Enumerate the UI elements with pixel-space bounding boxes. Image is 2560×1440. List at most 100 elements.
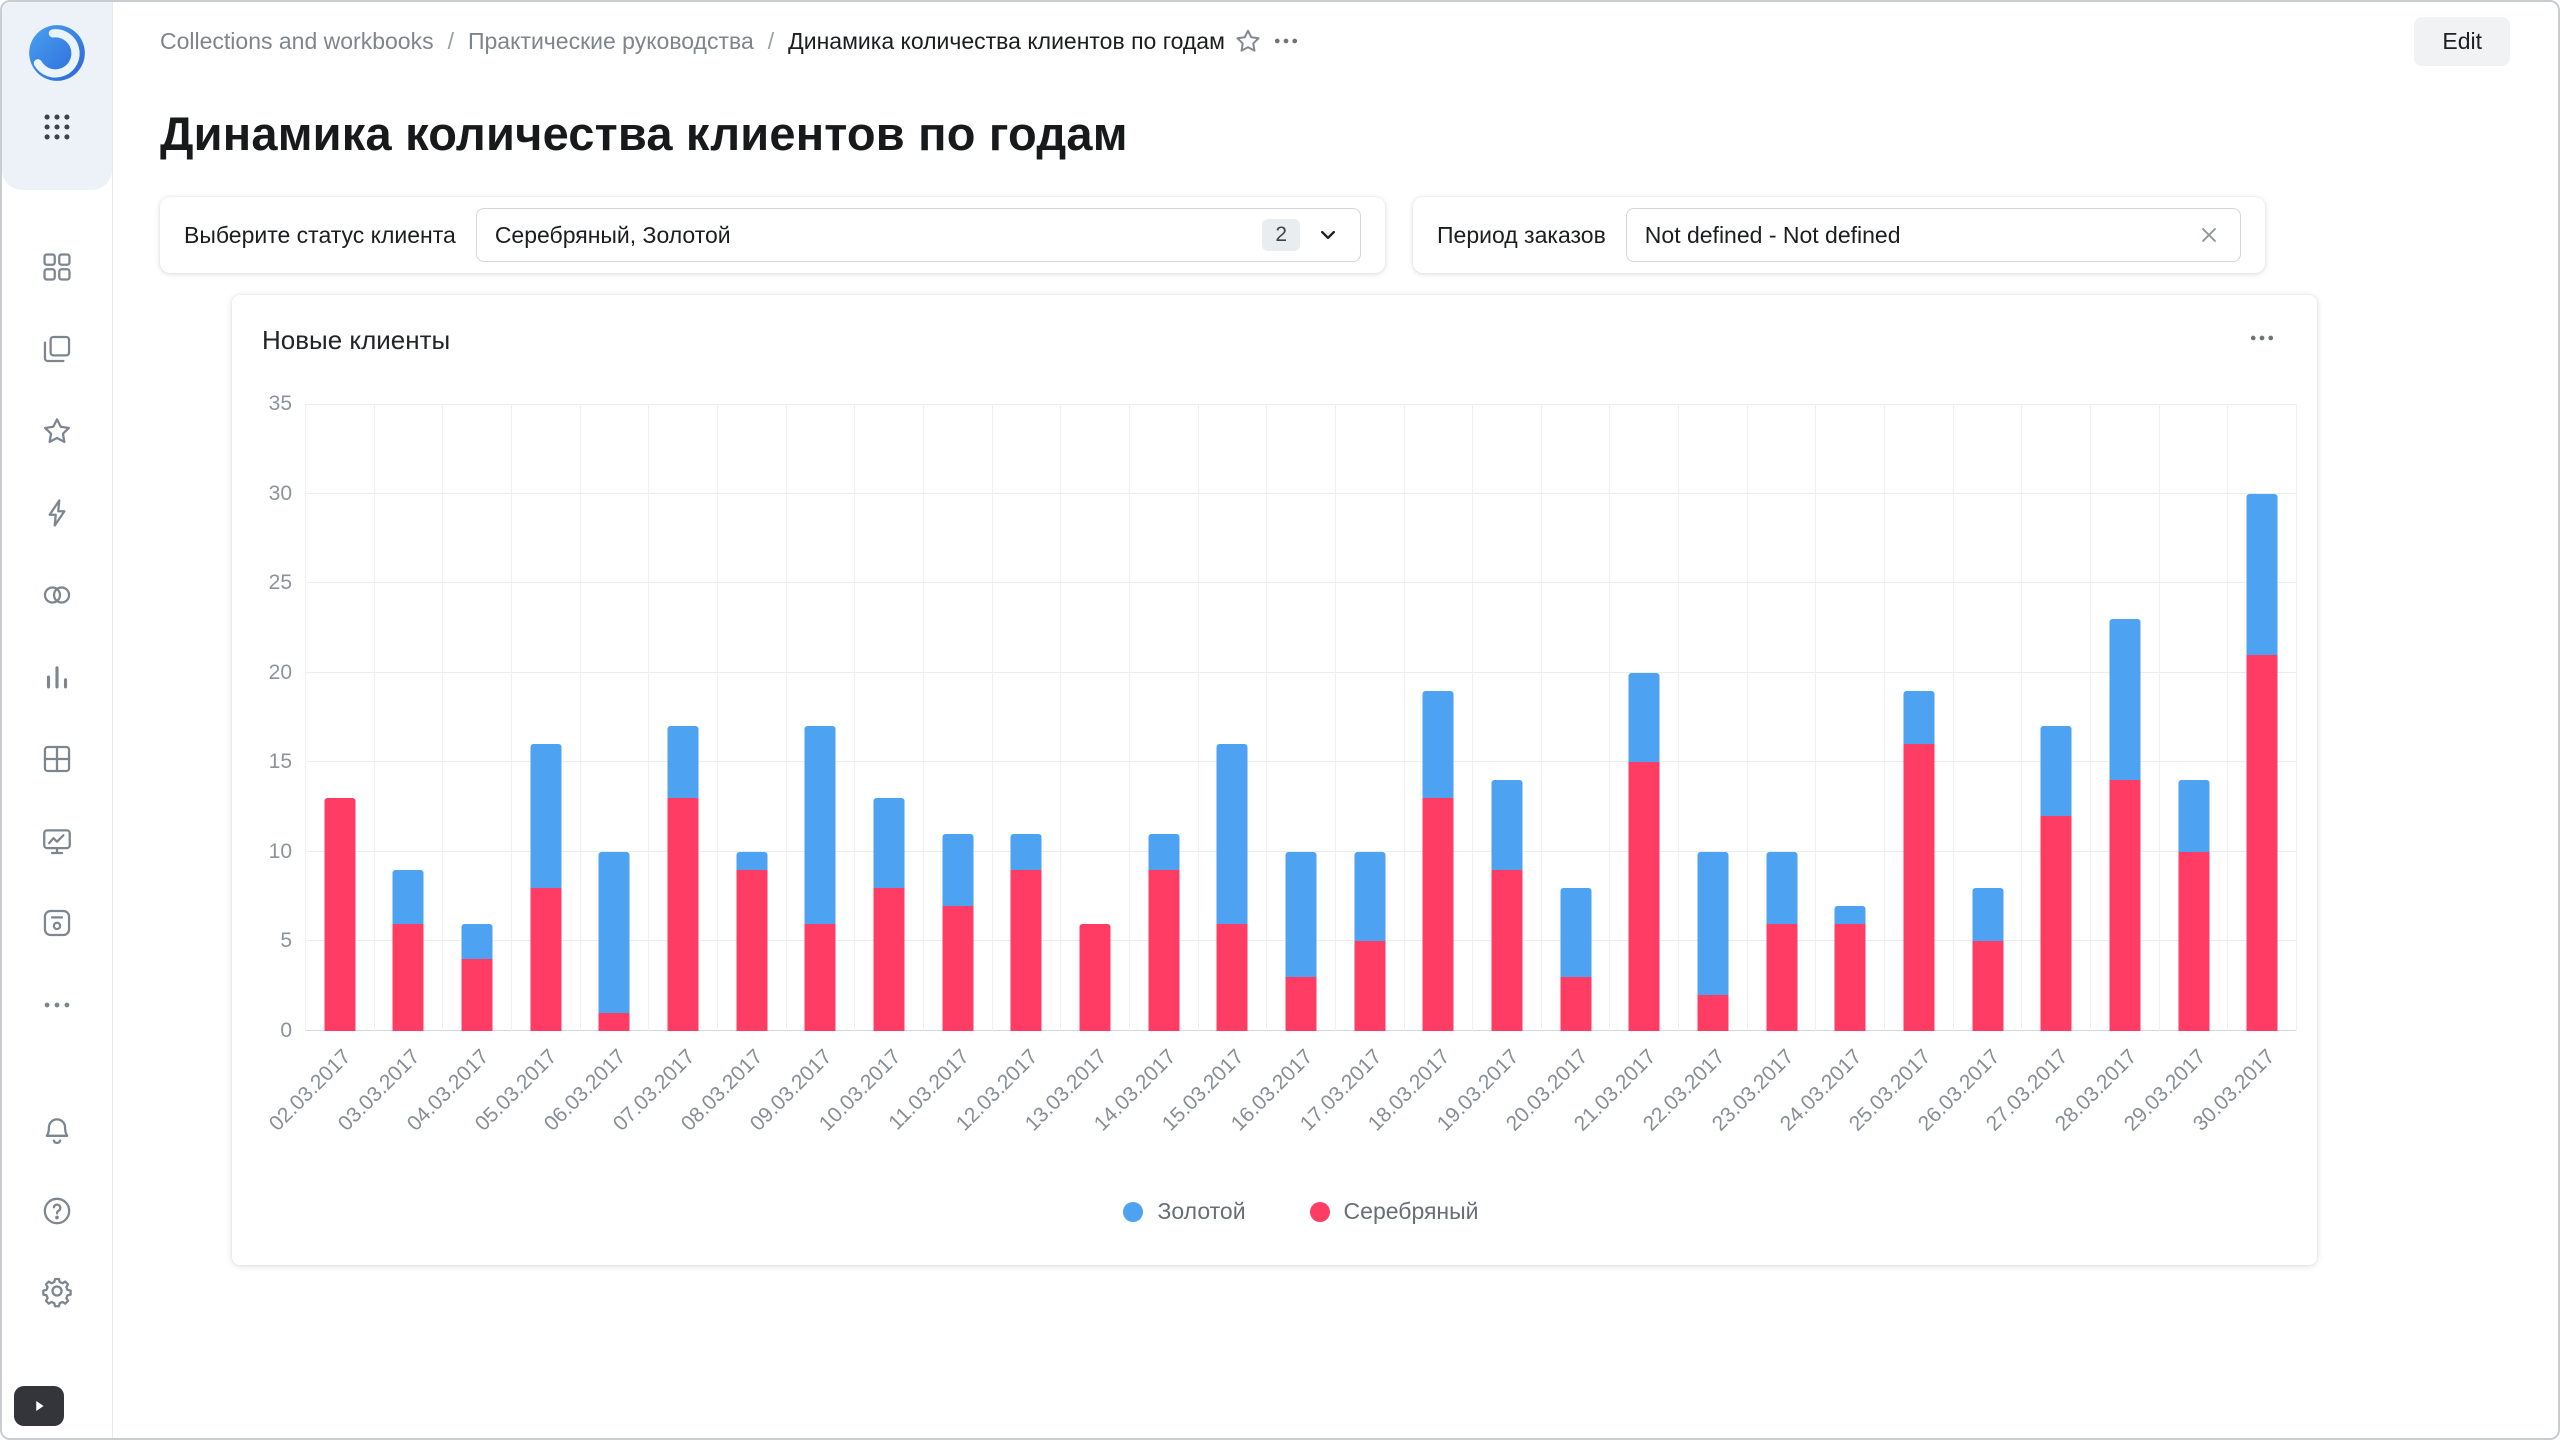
bar-stack[interactable] [1491,780,1523,1031]
bar-segment-Золотой[interactable] [1285,851,1317,978]
bar-stack[interactable] [598,851,630,1031]
bar-segment-Серебряный[interactable] [324,798,356,1031]
collections-icon[interactable] [38,248,76,286]
help-icon[interactable] [38,1192,76,1230]
editor-icon[interactable] [38,822,76,860]
bar-segment-Серебряный[interactable] [942,905,974,1031]
bar-stack[interactable] [1628,672,1660,1031]
bar-stack[interactable] [1560,887,1592,1031]
bar-segment-Серебряный[interactable] [1766,923,1798,1031]
bar-segment-Серебряный[interactable] [530,887,562,1031]
bar-stack[interactable] [1285,851,1317,1031]
expand-panel-icon[interactable] [14,1386,64,1426]
bar-segment-Серебряный[interactable] [1491,869,1523,1031]
bar-stack[interactable] [2178,780,2210,1031]
bar-segment-Серебряный[interactable] [667,798,699,1031]
bar-segment-Серебряный[interactable] [598,1013,630,1031]
bar-segment-Золотой[interactable] [392,869,424,924]
bar-segment-Золотой[interactable] [2040,726,2072,817]
bar-stack[interactable] [1010,833,1042,1031]
bar-stack[interactable] [324,798,356,1031]
bar-segment-Золотой[interactable] [1148,833,1180,870]
bar-segment-Серебряный[interactable] [2040,816,2072,1031]
clear-icon[interactable] [2196,222,2222,248]
bar-segment-Золотой[interactable] [1354,851,1386,942]
bar-stack[interactable] [804,726,836,1031]
bar-segment-Серебряный[interactable] [1628,762,1660,1031]
bar-segment-Золотой[interactable] [736,851,768,870]
storage-icon[interactable] [38,904,76,942]
bar-segment-Серебряный[interactable] [1010,869,1042,1031]
bar-segment-Серебряный[interactable] [1834,923,1866,1031]
bar-segment-Золотой[interactable] [461,923,493,960]
legend-item[interactable]: Серебряный [1309,1198,1479,1225]
bar-stack[interactable] [1148,833,1180,1031]
bar-stack[interactable] [1903,690,1935,1031]
status-select[interactable]: Серебряный, Золотой 2 [475,208,1361,262]
bar-segment-Серебряный[interactable] [461,959,493,1031]
bar-stack[interactable] [1354,851,1386,1031]
bar-segment-Серебряный[interactable] [1216,923,1248,1031]
bar-segment-Серебряный[interactable] [873,887,905,1031]
more-menu-icon[interactable] [1271,26,1301,56]
bar-segment-Золотой[interactable] [873,798,905,888]
bar-stack[interactable] [2040,726,2072,1031]
bar-segment-Серебряный[interactable] [736,869,768,1031]
bar-stack[interactable] [1216,744,1248,1031]
bar-segment-Золотой[interactable] [1766,851,1798,924]
bar-stack[interactable] [2246,493,2278,1031]
bar-segment-Серебряный[interactable] [1560,977,1592,1031]
bar-segment-Золотой[interactable] [1834,905,1866,924]
bar-segment-Золотой[interactable] [1903,690,1935,745]
bar-segment-Золотой[interactable] [942,833,974,906]
bar-stack[interactable] [1766,851,1798,1031]
bar-segment-Золотой[interactable] [804,726,836,924]
bar-segment-Серебряный[interactable] [1285,977,1317,1031]
bar-stack[interactable] [736,851,768,1031]
charts-icon[interactable] [38,658,76,696]
bar-segment-Серебряный[interactable] [2109,780,2141,1031]
bar-segment-Серебряный[interactable] [2178,851,2210,1031]
bar-segment-Серебряный[interactable] [1148,869,1180,1031]
bar-stack[interactable] [530,744,562,1031]
bar-segment-Золотой[interactable] [1010,833,1042,870]
bar-segment-Серебряный[interactable] [1422,798,1454,1031]
bar-segment-Золотой[interactable] [1972,887,2004,942]
more-menu-icon[interactable] [2247,323,2277,358]
bar-stack[interactable] [392,869,424,1031]
bar-segment-Золотой[interactable] [1628,672,1660,763]
breadcrumb-item[interactable]: Практические руководства [467,27,754,54]
bar-stack[interactable] [461,923,493,1031]
bar-segment-Серебряный[interactable] [1697,995,1729,1031]
connections-icon[interactable] [38,494,76,532]
breadcrumb-item[interactable]: Collections and workbooks [160,27,434,54]
bar-segment-Серебряный[interactable] [392,923,424,1031]
dashboards-icon[interactable] [38,740,76,778]
bar-segment-Золотой[interactable] [1491,780,1523,870]
bar-stack[interactable] [1079,923,1111,1031]
bar-segment-Серебряный[interactable] [1079,923,1111,1031]
bar-stack[interactable] [873,798,905,1031]
bar-segment-Серебряный[interactable] [1972,941,2004,1031]
bar-segment-Золотой[interactable] [2246,493,2278,655]
bar-segment-Золотой[interactable] [1422,690,1454,799]
bar-segment-Золотой[interactable] [2178,780,2210,852]
bar-segment-Золотой[interactable] [2109,618,2141,781]
bell-icon[interactable] [38,1112,76,1150]
favorite-star-icon[interactable] [1233,26,1263,56]
bar-segment-Серебряный[interactable] [2246,654,2278,1031]
bar-stack[interactable] [667,726,699,1031]
datalens-logo[interactable] [24,20,90,86]
bar-segment-Золотой[interactable] [1560,887,1592,978]
bar-segment-Золотой[interactable] [1697,851,1729,996]
bar-segment-Серебряный[interactable] [1903,744,1935,1031]
more-icon[interactable] [38,986,76,1024]
edit-button[interactable]: Edit [2414,16,2510,66]
gear-icon[interactable] [38,1272,76,1310]
bar-stack[interactable] [1697,851,1729,1031]
bar-segment-Серебряный[interactable] [804,923,836,1031]
legend-item[interactable]: Золотой [1123,1198,1246,1225]
favorites-star-icon[interactable] [38,412,76,450]
bar-stack[interactable] [2109,618,2141,1031]
bar-stack[interactable] [942,833,974,1031]
